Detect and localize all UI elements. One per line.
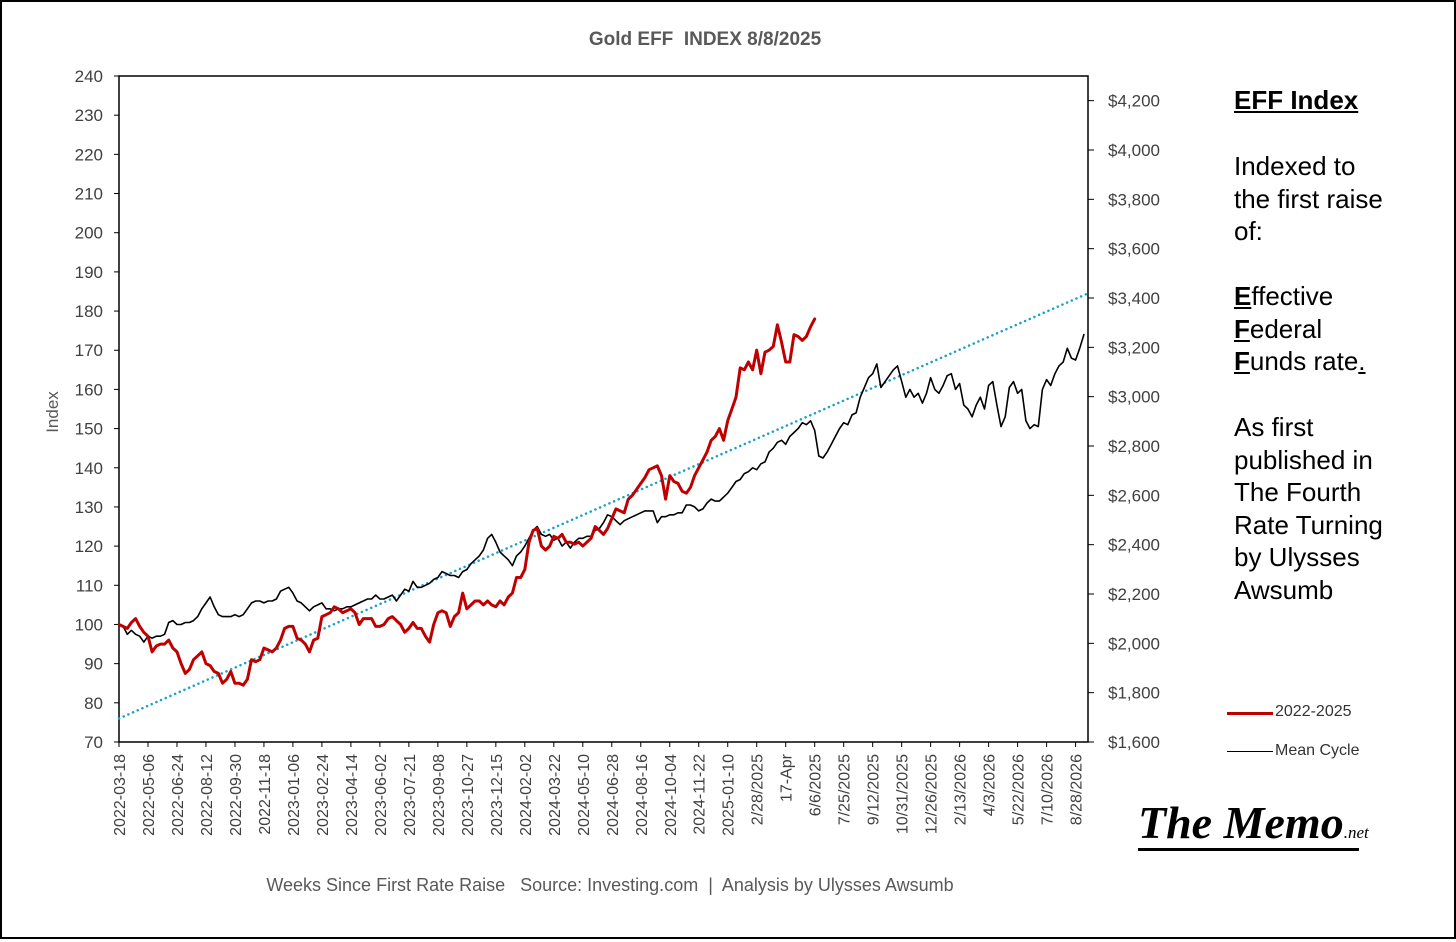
x-tick-label: 2023-04-14 <box>344 754 361 836</box>
y2-tick-label: $2,600 <box>1108 486 1160 505</box>
y2-tick-label: $4,200 <box>1108 92 1160 111</box>
y2-tick-label: $1,600 <box>1108 733 1160 752</box>
x-tick-label: 2023-01-06 <box>286 754 303 836</box>
x-tick-label: 2/13/2026 <box>953 754 970 825</box>
x-tick-label: 12/26/2025 <box>924 754 941 834</box>
x-tick-label: 17-Apr <box>779 753 796 802</box>
y2-tick-label: $2,800 <box>1108 437 1160 456</box>
logo-underline <box>1138 848 1359 851</box>
x-tick-label: 2022-05-06 <box>141 754 158 836</box>
y-axis: 70 80 90 100 110 120 130 140 150 160 170 180 190 200 2… <box>75 67 119 752</box>
x-tick-label: 2022-03-18 <box>112 754 129 836</box>
series-line-2022-2025 <box>117 317 817 687</box>
y2-tick-label: $3,200 <box>1108 338 1160 357</box>
y2-tick-label: $2,400 <box>1108 536 1160 555</box>
y-tick-label: 170 <box>75 341 103 360</box>
y-tick-label: 110 <box>76 576 103 595</box>
x-tick-label: 2024-10-04 <box>663 754 680 836</box>
y-tick-label: 160 <box>75 380 103 399</box>
x-axis: 2022-03-18 2022-05-06 2022-06-24 2022-08-12… <box>112 742 1086 836</box>
legend-swatch-black <box>1227 751 1273 752</box>
y-tick-label: 120 <box>75 537 103 556</box>
y2-tick-label: $2,000 <box>1108 634 1160 653</box>
y-tick-label: 210 <box>75 185 103 204</box>
y-tick-label: 70 <box>84 733 103 752</box>
y2-tick-label: $3,000 <box>1108 388 1160 407</box>
x-tick-label: 2022-06-24 <box>170 754 187 836</box>
x-tick-label: 2025-01-10 <box>721 754 738 836</box>
secondary-y-axis: $1,600 $1,800 $2,000 $2,200 $2,400 $2,600 $2,8… <box>1088 92 1160 752</box>
y-tick-label: 190 <box>75 263 103 282</box>
the-memo-logo: The Memo.net <box>1138 797 1369 848</box>
x-tick-label: 2022-09-30 <box>228 754 245 836</box>
y2-tick-label: $1,800 <box>1108 684 1160 703</box>
y-tick-label: 80 <box>84 694 103 713</box>
sidebar-indexed-text: Indexed to the first raise of: <box>1234 151 1383 247</box>
y-tick-label: 150 <box>75 420 103 439</box>
y-tick-label: 240 <box>75 67 103 86</box>
series-layer <box>117 292 1090 720</box>
y2-tick-label: $4,000 <box>1108 141 1160 160</box>
sidebar-heading: EFF Index <box>1234 85 1359 115</box>
x-tick-label: 9/12/2025 <box>866 754 883 825</box>
y-tick-label: 180 <box>75 302 103 321</box>
y-tick-label: 200 <box>75 224 103 243</box>
y-tick-label: 90 <box>84 655 103 674</box>
x-tick-label: 7/10/2026 <box>1040 754 1057 825</box>
x-tick-label: 8/28/2026 <box>1069 754 1086 825</box>
sidebar-published-text: As first published in The Fourth Rate Tu… <box>1234 412 1383 605</box>
x-tick-label: 2023-02-24 <box>315 754 332 836</box>
y2-tick-label: $3,400 <box>1108 289 1160 308</box>
plot-area-border <box>118 75 1089 743</box>
x-tick-label: 2/28/2025 <box>750 754 767 825</box>
x-axis-label: Weeks Since First Rate Raise Source: Inv… <box>266 875 953 895</box>
x-tick-label: 2023-12-15 <box>489 754 506 836</box>
legend-label: Mean Cycle <box>1275 742 1360 759</box>
y-tick-label: 140 <box>75 459 103 478</box>
y-tick-label: 230 <box>75 106 103 125</box>
x-tick-label: 2024-02-02 <box>518 754 535 836</box>
acronym-line-effective: Effective <box>1234 281 1334 311</box>
acronym-line-federal: Federal <box>1234 313 1323 344</box>
legend-label: 2022-2025 <box>1275 703 1352 720</box>
y-tick-label: 100 <box>75 615 103 634</box>
x-tick-label: 2024-11-22 <box>692 754 709 835</box>
y-axis-label: Index <box>43 391 62 433</box>
legend-swatch-red <box>1227 712 1273 715</box>
x-tick-label: 2023-09-08 <box>431 754 448 836</box>
y2-tick-label: $2,200 <box>1108 585 1160 604</box>
x-tick-label: 2024-06-28 <box>605 754 622 836</box>
y2-tick-label: $3,800 <box>1108 190 1160 209</box>
x-tick-label: 4/3/2026 <box>982 754 999 816</box>
x-tick-label: 7/25/2025 <box>837 754 854 825</box>
chart-title: Gold EFF INDEX 8/8/2025 <box>589 29 822 50</box>
series-line-mean-cycle <box>118 333 1085 643</box>
x-tick-label: 10/31/2025 <box>895 754 912 834</box>
y-tick-label: 130 <box>75 498 103 517</box>
x-tick-label: 2022-11-18 <box>257 754 274 835</box>
x-tick-label: 2024-05-10 <box>576 754 593 836</box>
acronym-line-funds-rate: Funds rate. <box>1234 346 1366 377</box>
x-tick-label: 2023-10-27 <box>460 754 477 836</box>
x-tick-label: 2023-06-02 <box>373 754 390 836</box>
x-tick-label: 2023-07-21 <box>402 754 419 836</box>
sidebar-acronym: Effective Federal Funds rate. <box>1234 280 1366 378</box>
x-tick-label: 2022-08-12 <box>199 754 216 836</box>
y2-tick-label: $3,600 <box>1108 240 1160 259</box>
x-tick-label: 5/22/2026 <box>1011 754 1028 825</box>
x-tick-label: 2024-03-22 <box>547 754 564 836</box>
x-tick-label: 6/6/2025 <box>808 754 825 816</box>
series-line-trend <box>117 292 1090 720</box>
y-tick-label: 220 <box>75 145 103 164</box>
x-tick-label: 2024-08-16 <box>634 754 651 836</box>
